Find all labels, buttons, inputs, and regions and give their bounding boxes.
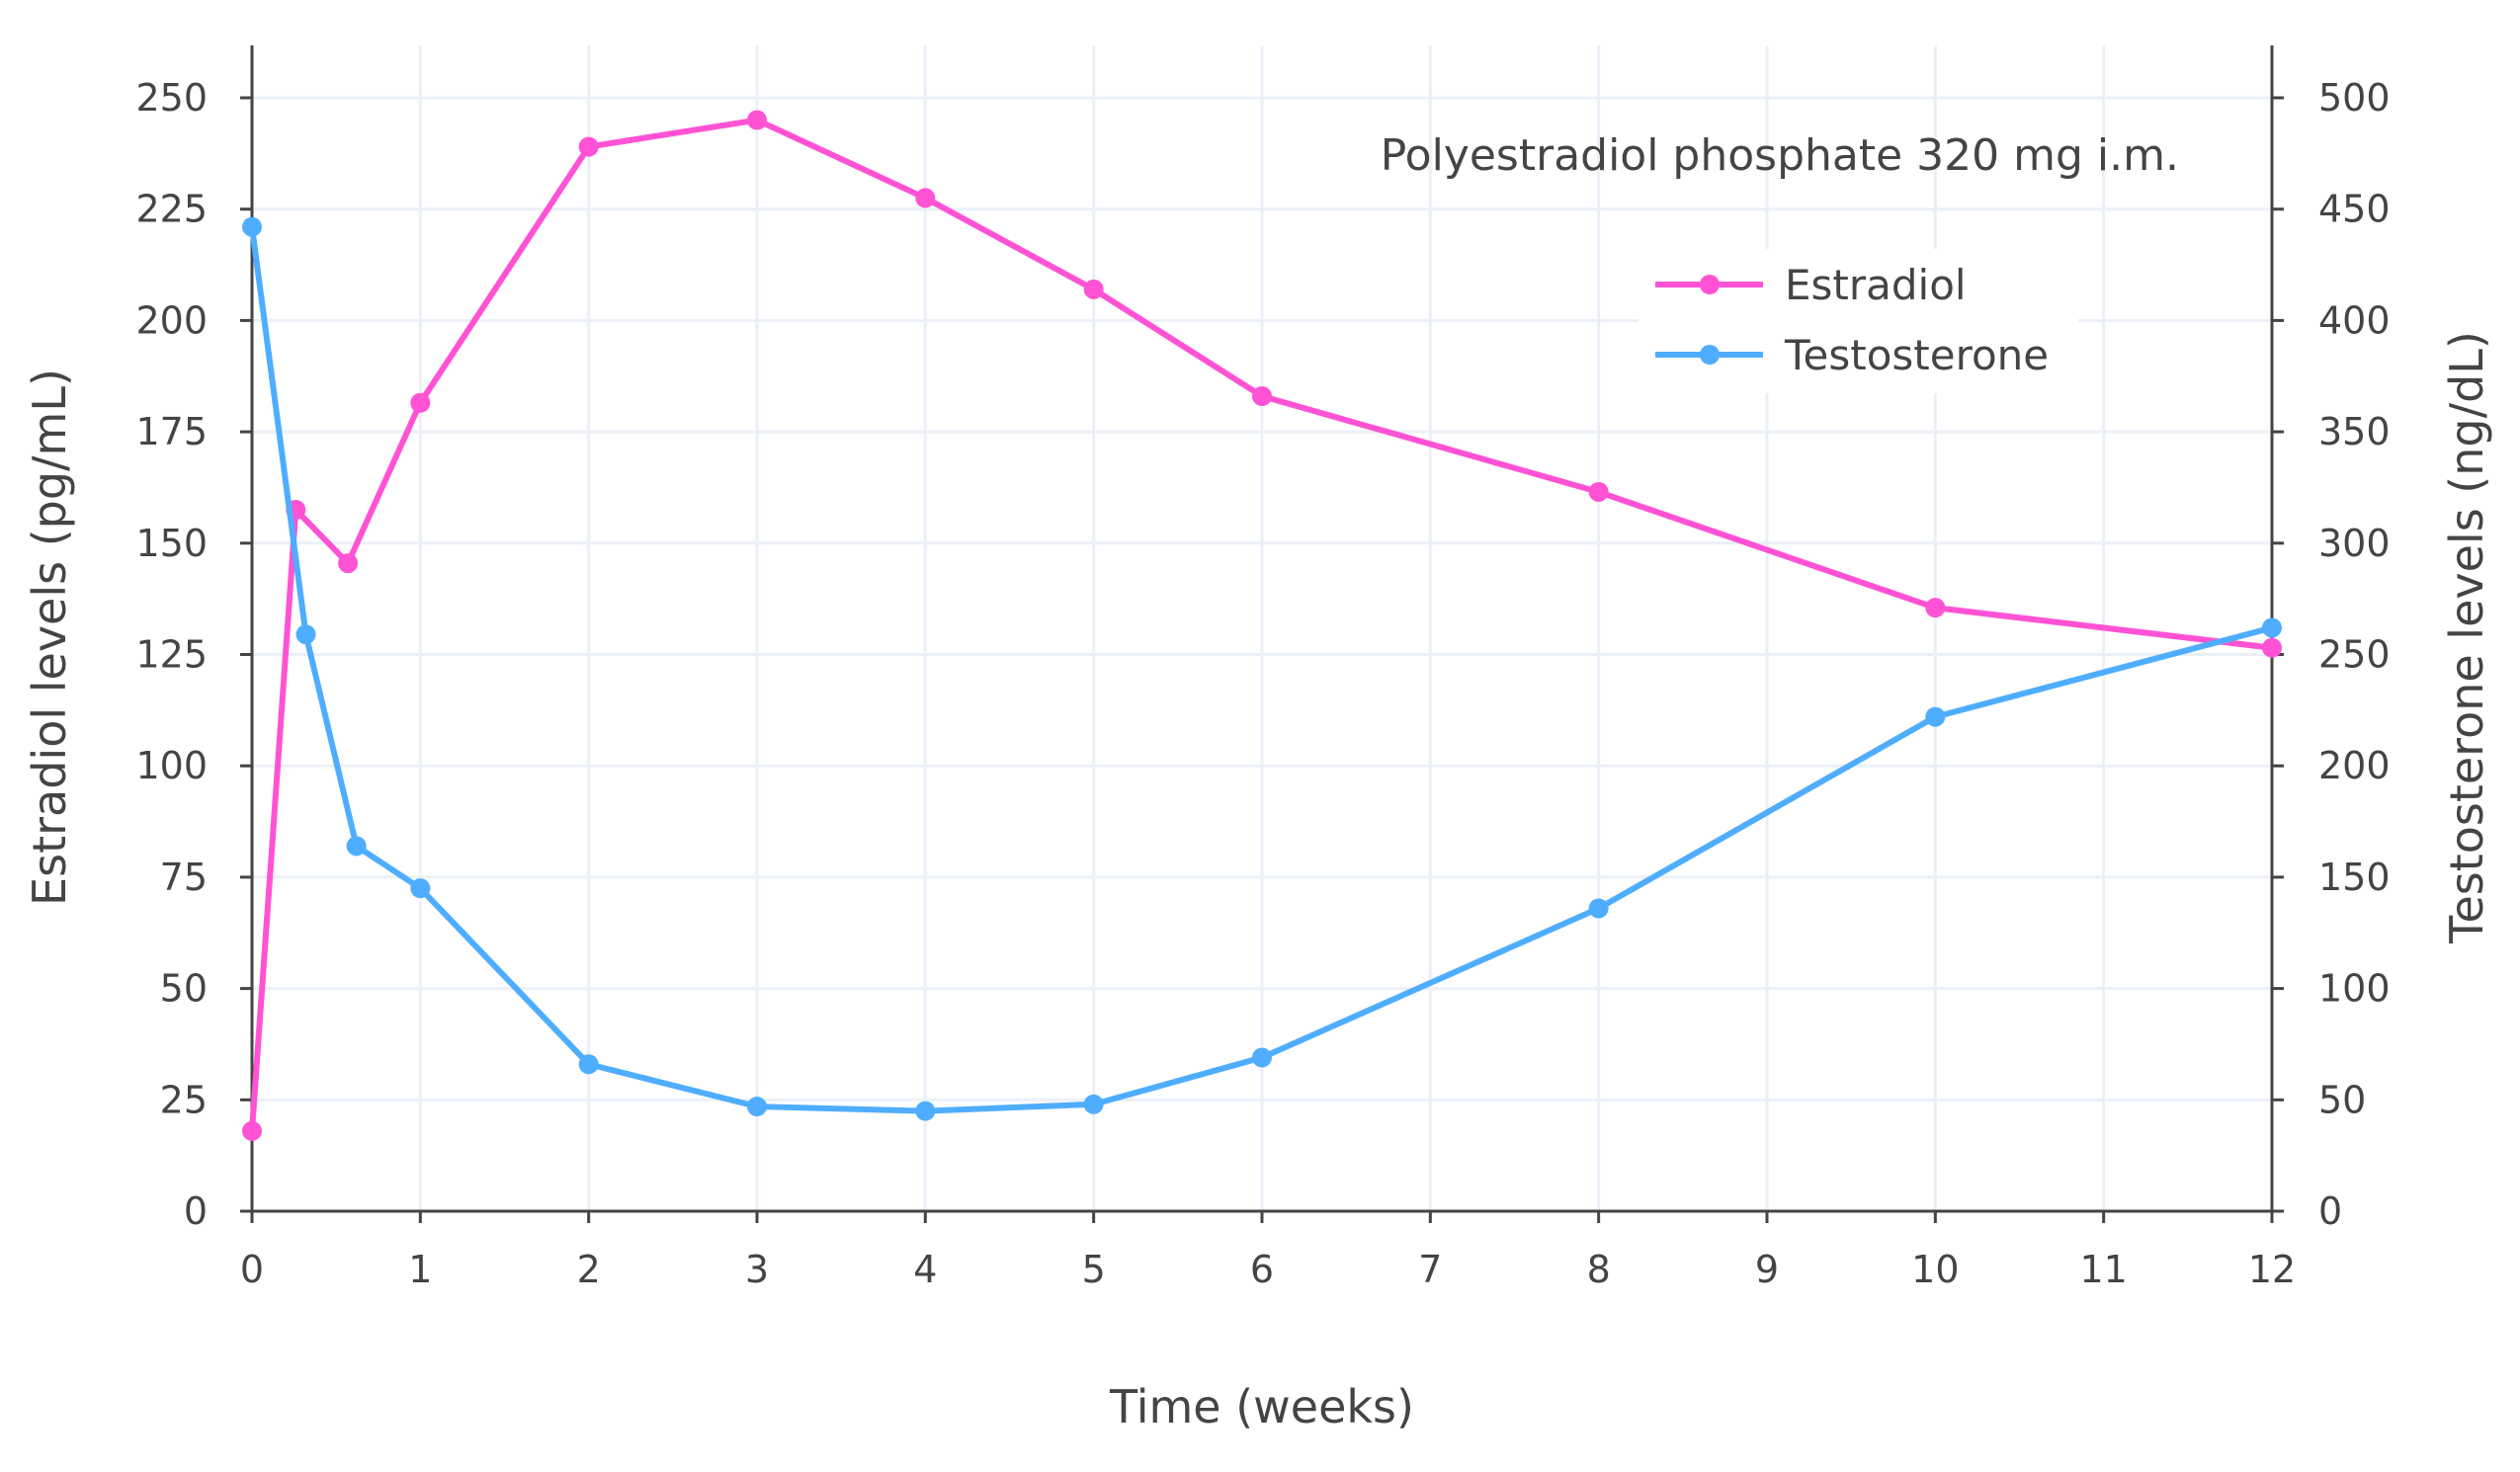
x-tick-label: 7 [1418,1248,1442,1291]
estradiol-point [2262,637,2282,658]
x-tick-label: 10 [1911,1248,1959,1291]
testosterone-point [1588,898,1609,919]
y-tick-label: 0 [184,1189,208,1233]
estradiol-point [1588,481,1609,502]
testosterone-point [915,1101,936,1121]
x-tick-label: 4 [913,1248,937,1291]
x-tick-label: 2 [577,1248,601,1291]
axes: 0 1 2 3 4 5 6 7 8 9 10 11 12025507510012515017520022… [135,45,2391,1291]
x-tick-label: 12 [2248,1248,2296,1291]
estradiol-point [1925,598,1946,618]
testosterone-point [1252,1047,1272,1068]
testosterone-point [410,878,431,899]
legend-background [1638,249,2078,393]
testosterone-point [578,1054,599,1075]
y-tick-label: 25 [160,1078,208,1121]
x-tick-label: 5 [1082,1248,1106,1291]
estradiol-point [747,110,767,130]
y-tick-label: 175 [135,410,208,453]
x-tick-label: 1 [408,1248,432,1291]
estradiol-point [578,136,599,157]
x-tick-label: 6 [1250,1248,1274,1291]
legend-testosterone-marker-icon [1700,345,1720,365]
testosterone-point [295,624,316,645]
y-tick-label: 125 [135,633,208,677]
y2-tick-label: 450 [2318,188,2391,231]
estradiol-line [249,117,2273,1132]
legend: Estradiol Testosterone [1638,249,2078,393]
y-tick-label: 150 [135,522,208,565]
x-tick-label: 11 [2079,1248,2127,1291]
y2-tick-label: 200 [2318,744,2391,787]
x-tick-label: 8 [1587,1248,1611,1291]
testosterone-point [346,836,367,857]
estradiol-point [915,188,936,208]
x-tick-label: 0 [240,1248,264,1291]
x-axis-title: Time (weeks) [1109,1380,1414,1433]
y2-tick-label: 50 [2318,1078,2366,1121]
testosterone-point [1083,1094,1104,1114]
y-tick-label: 50 [160,967,208,1011]
x-tick-label: 9 [1755,1248,1779,1291]
y-tick-label: 225 [135,188,208,231]
x-tick-label: 3 [745,1248,769,1291]
annotation-text: Polyestradiol phosphate 320 mg i.m. [1381,130,2179,181]
y2-axis-title: Testosterone levels (ng/dL) [2440,331,2493,944]
testosterone-point [747,1097,767,1117]
testosterone-point [2262,617,2282,638]
series-layer [242,110,2282,1141]
y2-tick-label: 350 [2318,410,2391,453]
y-tick-label: 250 [135,76,208,120]
testosterone-point [242,216,262,237]
estradiol-point [1083,279,1104,299]
y2-tick-label: 300 [2318,522,2391,565]
y-tick-label: 75 [160,856,208,899]
y2-tick-label: 150 [2318,856,2391,899]
testosterone-line [249,226,2273,1114]
y2-tick-label: 100 [2318,967,2391,1011]
grid [252,45,2272,1211]
y-axis-title: Estradiol levels (pg/mL) [23,368,76,906]
y2-tick-label: 250 [2318,633,2391,677]
legend-estradiol-label: Estradiol [1785,261,1967,309]
y-tick-label: 200 [135,298,208,342]
testosterone-point [1925,706,1946,727]
legend-estradiol-marker-icon [1700,275,1720,294]
estradiol-point [410,392,431,413]
estradiol-point [338,553,359,574]
legend-testosterone-label: Testosterone [1784,331,2049,379]
y-tick-label: 100 [135,744,208,787]
y2-tick-label: 0 [2318,1189,2342,1233]
y2-tick-label: 400 [2318,298,2391,342]
y2-tick-label: 500 [2318,76,2391,120]
estradiol-point [1252,386,1272,407]
estradiol-point [242,1120,262,1141]
